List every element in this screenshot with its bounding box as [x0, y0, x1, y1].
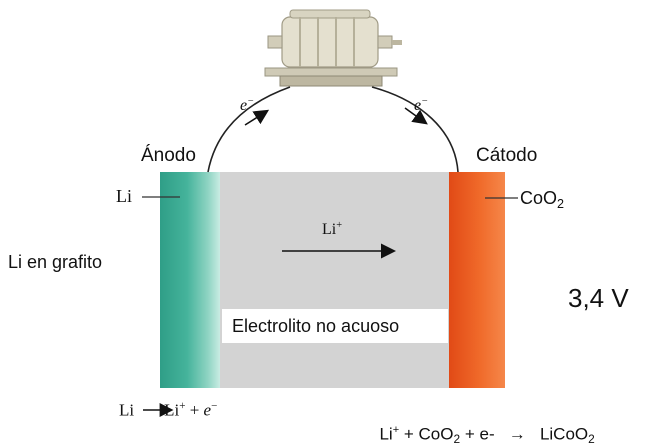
voltage-label: 3,4 V: [568, 283, 629, 313]
electron-arrow-right: [404, 107, 428, 125]
anode-electrode: [160, 172, 220, 388]
electron-label-right: e−: [414, 96, 429, 115]
cathode-reaction: Li+ + CoO2 + e- → LiCoO2: [379, 424, 595, 446]
coo2-electrode-label: CoO2: [520, 188, 565, 211]
motor-icon: [264, 9, 402, 87]
li-ion-label: Li+: [322, 220, 343, 239]
cathode-label: Cátodo: [476, 145, 538, 166]
anode-label: Ánodo: [141, 145, 196, 166]
anode-reaction: Li Li+ + e−: [119, 400, 218, 420]
cathode-electrode: [449, 172, 505, 388]
li-electrode-label: Li: [116, 186, 132, 206]
electrolyte-label-box: [222, 309, 448, 343]
electrolyte-label: Electrolito no acuoso: [232, 316, 400, 336]
circuit-diagram: [142, 9, 518, 417]
external-wire-right: [371, 86, 459, 173]
li-graphite-label: Li en grafito: [8, 252, 103, 272]
electron-arrow-left: [244, 109, 270, 126]
external-wire: [207, 86, 291, 173]
electron-label-left: e−: [240, 96, 255, 115]
